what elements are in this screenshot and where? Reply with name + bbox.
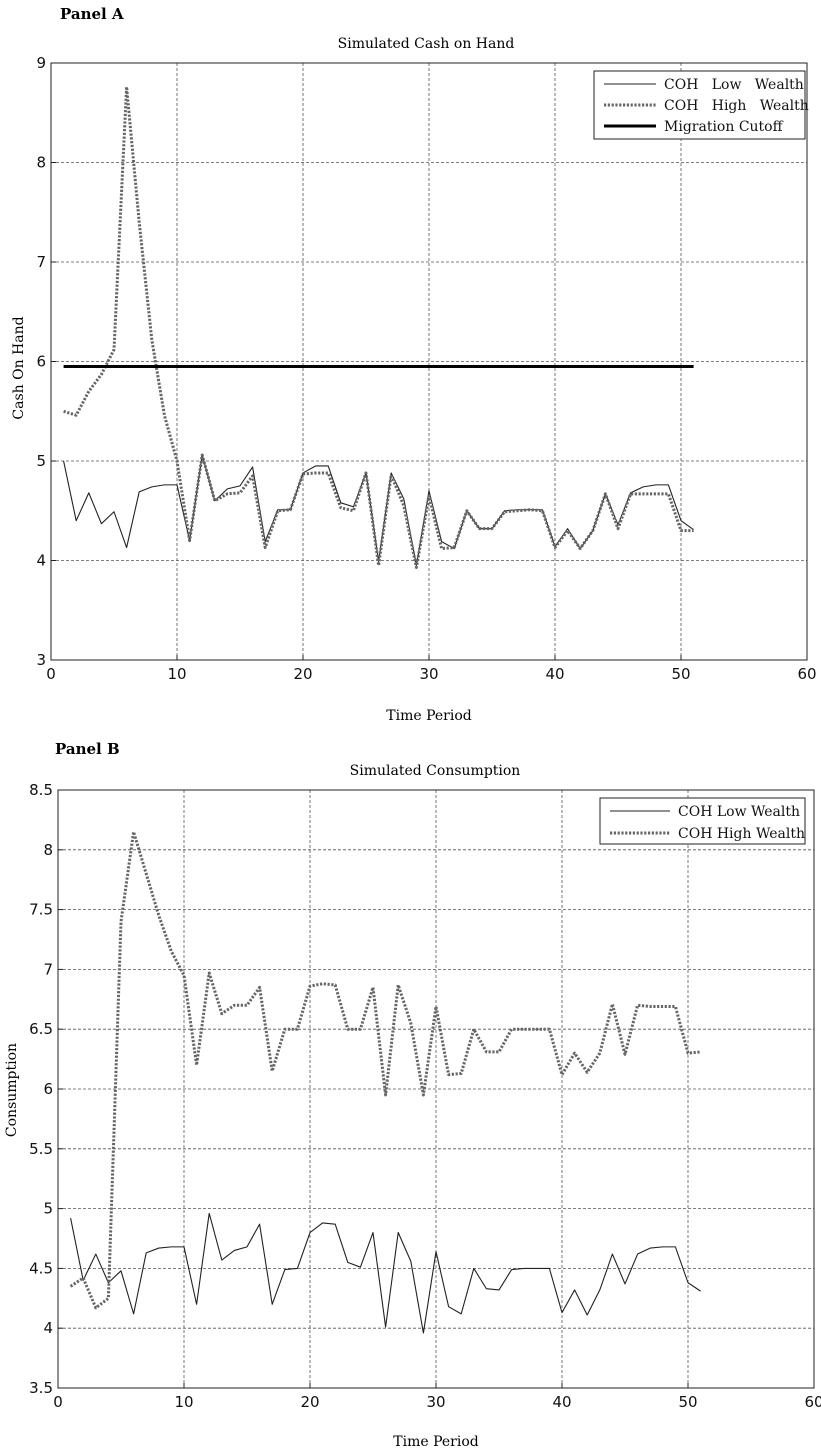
- panel-b-ytick-label: 8.5: [29, 781, 53, 799]
- panel-b: Panel B Simulated Consumption Time Perio…: [4, 740, 821, 1450]
- panel-a-xtick-label: 50: [671, 665, 690, 683]
- panel-a-title: Simulated Cash on Hand: [338, 36, 515, 52]
- panel-a-ytick-label: 9: [36, 54, 46, 72]
- panel-b-label: Panel B: [55, 740, 120, 758]
- panel-b-xticks: 0 10 20 30 40 50 60: [53, 1383, 821, 1411]
- panel-a-legend-box: [593, 70, 806, 140]
- panel-a-series-1-line: [63, 85, 694, 569]
- panel-a-series-layer: [63, 85, 694, 569]
- panel-b-ytick-label: 4.5: [29, 1259, 53, 1277]
- panel-a-xtick-label: 20: [293, 665, 312, 683]
- panel-a-xtick-label: 40: [545, 665, 564, 683]
- panel-b-ytick-label: 6: [43, 1080, 53, 1098]
- panel-b-xtick-label: 40: [552, 1393, 571, 1411]
- panel-b-legend-box: [599, 797, 806, 845]
- panel-b-yticks: 3.5 4 4.5 5 5.5 6 6.5 7 7.5 8 8.5: [29, 781, 63, 1397]
- panel-b-ytick-label: 8: [43, 841, 53, 859]
- panel-a-ytick-label: 7: [36, 253, 46, 271]
- panel-a-yticks: 3 4 5 6 7 8 9: [36, 54, 56, 669]
- panel-a-legend-label-2: Migration Cutoff: [664, 119, 784, 135]
- panel-a-ytick-label: 5: [36, 452, 46, 470]
- panel-a-ylabel: Cash On Hand: [11, 316, 27, 419]
- panel-a-xlabel: Time Period: [386, 708, 472, 724]
- panel-b-ylabel: Consumption: [4, 1043, 20, 1137]
- panel-a-xtick-label: 30: [419, 665, 438, 683]
- panel-b-legend-label-0: COH Low Wealth: [678, 804, 800, 820]
- panel-b-series-0-line: [70, 1212, 701, 1334]
- panel-b-title: Simulated Consumption: [350, 763, 521, 779]
- panel-b-ytick-label: 4: [43, 1319, 53, 1337]
- panel-a-legend: COH Low Wealth COH High Wealth Migration C…: [593, 70, 809, 140]
- panel-b-series-layer: [69, 830, 701, 1334]
- panel-a-xtick-label: 0: [46, 665, 56, 683]
- panel-a-xticks: 0 10 20 30 40 50 60: [46, 655, 817, 683]
- panel-b-series-1-line: [69, 830, 701, 1310]
- panel-b-ytick-label: 7.5: [29, 901, 53, 919]
- panel-b-xtick-label: 50: [678, 1393, 697, 1411]
- panel-a-ytick-label: 6: [36, 353, 46, 371]
- panel-a-legend-label-0: COH Low Wealth: [664, 77, 804, 93]
- panel-b-grid: [58, 790, 814, 1388]
- panel-b-ytick-label: 7: [43, 960, 53, 978]
- panel-b-legend: COH Low Wealth COH High Wealth: [599, 797, 806, 845]
- panel-b-xlabel: Time Period: [393, 1434, 479, 1450]
- panel-b-xtick-label: 10: [174, 1393, 193, 1411]
- panel-b-xtick-label: 30: [426, 1393, 445, 1411]
- panel-b-ytick-label: 3.5: [29, 1379, 53, 1397]
- panel-a-xtick-label: 10: [167, 665, 186, 683]
- panel-b-xtick-label: 60: [804, 1393, 821, 1411]
- panel-b-ytick-label: 5: [43, 1200, 53, 1218]
- panel-a-ytick-label: 4: [36, 552, 46, 570]
- panel-a-ytick-label: 3: [36, 651, 46, 669]
- panel-b-ytick-label: 6.5: [29, 1020, 53, 1038]
- panel-b-ytick-label: 5.5: [29, 1140, 53, 1158]
- panel-a-legend-label-1: COH High Wealth: [664, 98, 809, 114]
- panel-b-xtick-label: 0: [53, 1393, 63, 1411]
- panel-b-legend-label-1: COH High Wealth: [678, 826, 805, 842]
- panel-a-xtick-label: 60: [797, 665, 816, 683]
- panel-a-label: Panel A: [60, 5, 124, 23]
- panel-a-ytick-label: 8: [36, 154, 46, 172]
- panel-b-xtick-label: 20: [300, 1393, 319, 1411]
- panel-a: Panel A Simulated Cash on Hand Time Peri…: [11, 5, 817, 724]
